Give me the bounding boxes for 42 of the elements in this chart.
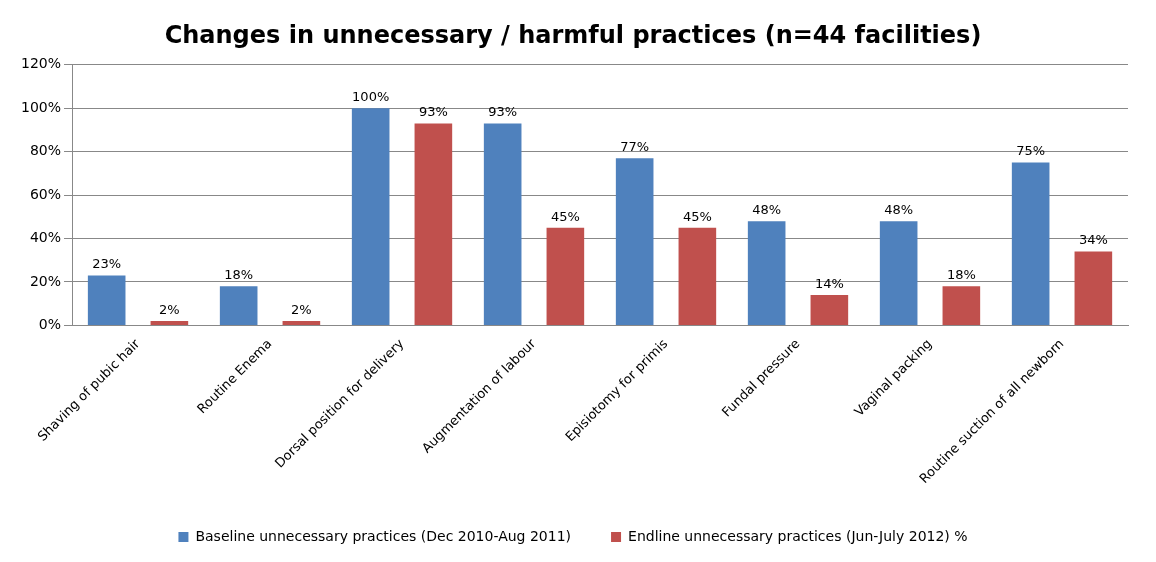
y-tick-label: 40% <box>29 229 62 246</box>
data-label: 34% <box>1078 232 1108 248</box>
data-label: 93% <box>418 104 448 120</box>
bar <box>219 286 258 325</box>
data-label: 2% <box>291 301 312 317</box>
data-label: 14% <box>814 275 844 291</box>
bar <box>747 221 786 325</box>
y-tick-label: 20% <box>29 272 62 289</box>
data-label: 2% <box>159 301 180 317</box>
bar <box>810 295 849 325</box>
chart-title: Changes in unnecessary / harmful practices (n=44 facilities) <box>164 20 982 49</box>
data-label: 48% <box>752 202 782 218</box>
bar <box>282 321 321 325</box>
bar <box>87 275 126 325</box>
bar <box>1011 162 1050 325</box>
y-tick-label: 60% <box>29 185 62 202</box>
bar <box>879 221 918 325</box>
legend-label: Endline unnecessary practices (Jun-July 2012) % <box>628 527 968 544</box>
bar <box>678 227 717 325</box>
data-label: 93% <box>488 104 518 120</box>
bar <box>483 123 522 325</box>
data-label: 23% <box>92 256 122 272</box>
bar <box>546 227 585 325</box>
y-tick-label: 100% <box>20 98 62 115</box>
bar <box>1074 251 1113 325</box>
y-tick-label: 120% <box>20 55 62 72</box>
data-label: 18% <box>946 267 976 283</box>
y-tick-label: 80% <box>29 142 62 159</box>
bar <box>351 108 390 325</box>
data-label: 18% <box>224 267 254 283</box>
bar <box>150 321 189 325</box>
data-label: 100% <box>352 89 390 105</box>
legend-label: Baseline unnecessary practices (Dec 2010-Aug 2011) <box>195 527 572 544</box>
data-label: 75% <box>1016 143 1046 159</box>
data-label: 45% <box>550 208 580 224</box>
bar <box>414 123 453 325</box>
data-label: 48% <box>884 202 914 218</box>
y-tick-label: 0% <box>38 316 62 333</box>
bar <box>942 286 981 325</box>
bar <box>615 158 654 325</box>
data-label: 77% <box>620 139 650 155</box>
data-label: 45% <box>682 208 712 224</box>
